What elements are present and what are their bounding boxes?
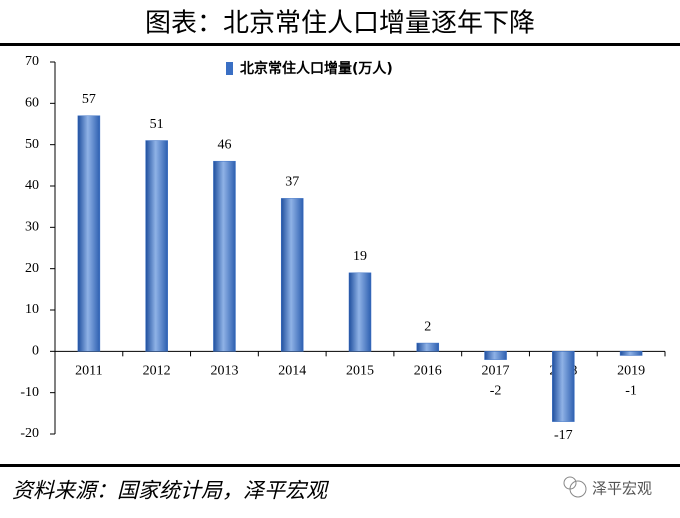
value-label: -2 (490, 384, 502, 399)
source: 资料来源：国家统计局，泽平宏观 (12, 479, 330, 503)
y-tick-label: 20 (25, 261, 39, 276)
footer-rule (0, 464, 680, 467)
watermark-icon (563, 476, 577, 490)
value-label: -17 (554, 428, 573, 443)
legend-swatch (226, 62, 233, 75)
bar (416, 342, 440, 352)
value-label: 37 (285, 175, 299, 190)
x-tick-label: 2015 (346, 364, 374, 379)
y-tick-label: 10 (25, 302, 39, 317)
y-tick-label: 30 (25, 220, 39, 235)
y-tick-label: 50 (25, 137, 39, 152)
x-tick-label: 2014 (278, 364, 306, 379)
x-tick-label: 2019 (617, 364, 645, 379)
x-tick-label: 2017 (482, 364, 510, 379)
y-tick-label: 60 (25, 96, 39, 111)
x-tick-label: 2011 (75, 364, 102, 379)
bar (145, 140, 168, 352)
bar (213, 160, 236, 352)
x-tick-label: 2016 (414, 364, 442, 379)
value-label: 46 (217, 137, 231, 152)
y-tick-label: 0 (32, 344, 39, 359)
value-label: -1 (625, 384, 637, 399)
value-label: 2 (424, 319, 431, 334)
value-label: 19 (353, 249, 367, 264)
bar (552, 351, 575, 422)
bar (348, 272, 372, 352)
bar (619, 351, 643, 356)
y-tick-label: 70 (25, 54, 39, 69)
value-label: 51 (150, 117, 164, 132)
chart-title: 图表：北京常住人口增量逐年下降 (145, 9, 535, 39)
y-tick-label: 40 (25, 178, 39, 193)
bar (484, 351, 507, 360)
bar (280, 198, 304, 352)
x-tick-label: 2012 (143, 364, 171, 379)
x-tick-label: 2013 (210, 364, 238, 379)
watermark: 泽平宏观 (592, 480, 652, 498)
bar (77, 115, 101, 352)
title-rule (0, 43, 680, 46)
y-tick-label: -20 (20, 426, 39, 441)
legend-label: 北京常住人口增量(万人) (240, 60, 393, 77)
value-label: 57 (82, 92, 96, 107)
y-tick-label: -10 (20, 385, 39, 400)
